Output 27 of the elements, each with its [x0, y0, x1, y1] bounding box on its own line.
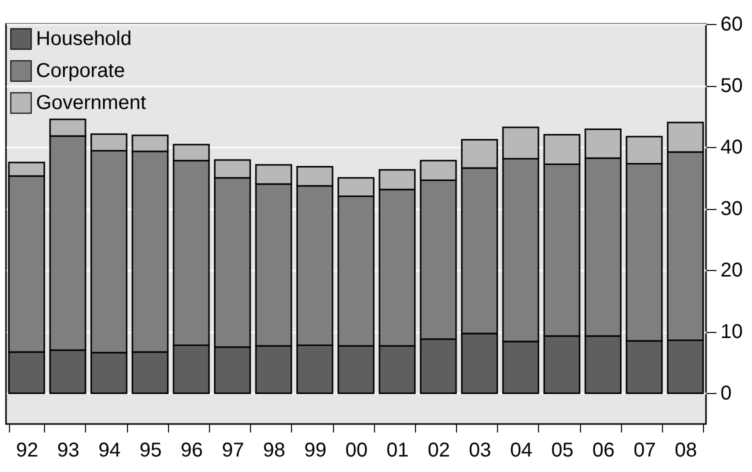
x-tick-label: 95 — [139, 440, 162, 462]
legend-label: Government — [36, 92, 146, 114]
y-tick-label: 30 — [720, 198, 743, 220]
y-tick-label: 10 — [720, 321, 743, 344]
x-tick-label: 06 — [592, 440, 615, 462]
x-tick-label: 94 — [98, 440, 121, 462]
x-tick-label: 92 — [16, 440, 38, 462]
x-tick-label: 96 — [180, 440, 203, 462]
x-tick-label: 04 — [510, 440, 532, 462]
x-tick-label: 93 — [57, 440, 80, 462]
x-tick-label: 03 — [468, 440, 492, 462]
y-tick-label: 60 — [720, 14, 743, 36]
x-tick-label: 02 — [428, 440, 450, 462]
x-tick-label: 05 — [551, 440, 574, 462]
x-tick-label: 97 — [222, 440, 244, 462]
legend-label: Corporate — [36, 60, 125, 82]
y-tick-label: 0 — [720, 382, 732, 405]
legend-label: Household — [36, 28, 132, 50]
x-tick-label: 00 — [345, 440, 368, 462]
x-tick-label: 98 — [263, 440, 286, 462]
x-tick-label: 08 — [674, 440, 698, 462]
y-tick-label: 20 — [720, 260, 743, 282]
y-tick-label: 50 — [720, 75, 743, 98]
y-tick-label: 40 — [720, 136, 743, 159]
x-tick-label: 99 — [304, 440, 326, 462]
x-tick-label: 01 — [386, 440, 409, 462]
x-tick-label: 07 — [634, 440, 656, 462]
